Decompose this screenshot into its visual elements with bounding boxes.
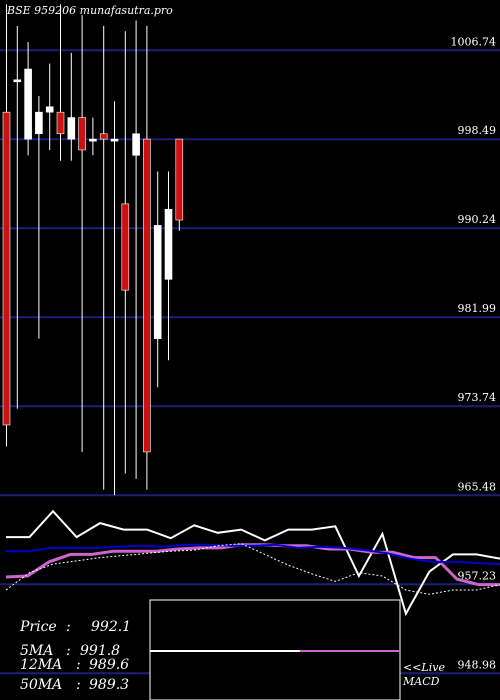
candle-body	[24, 68, 32, 140]
y-tick-label: 998.49	[458, 124, 497, 137]
candle-body	[45, 106, 54, 113]
candle-body	[132, 133, 140, 156]
ma-short-line	[6, 543, 500, 566]
macd-label: MACD	[402, 675, 440, 688]
candle-body	[35, 111, 43, 135]
legend-50ma-sep: :	[76, 677, 81, 693]
legend-50ma-value: 989.3	[89, 677, 129, 693]
legend-12ma-label: 12MA	[20, 657, 62, 673]
legend-50ma-label: 50MA	[20, 677, 62, 693]
macd-panel: <<Live MACD	[149, 599, 445, 700]
candle-body	[175, 138, 184, 221]
legend-price-sep: :	[66, 619, 71, 635]
y-tick-label: 948.98	[458, 658, 497, 671]
candle-body	[153, 225, 162, 339]
legend-5ma-sep: :	[66, 643, 71, 659]
legend-5ma-label: 5MA	[20, 643, 53, 659]
legend-price-label: Price	[19, 619, 57, 635]
ma-long-line	[5, 543, 500, 587]
macd-live-label: <<Live	[403, 661, 445, 674]
candle-body	[13, 79, 22, 83]
candle-layer	[2, 4, 184, 496]
candle-body	[110, 138, 119, 142]
legend-12ma-sep: :	[76, 657, 81, 673]
candle-body	[143, 138, 151, 453]
y-tick-label: 965.48	[458, 480, 497, 493]
candle-body	[99, 133, 108, 140]
y-tick-label: 973.74	[458, 391, 497, 404]
y-tick-label: 957.23	[458, 569, 497, 582]
candle-body	[2, 111, 11, 426]
candle-body	[164, 208, 173, 280]
candle-body	[121, 203, 130, 291]
candle-body	[67, 117, 76, 140]
ma-dotted-line	[5, 543, 500, 595]
y-tick-label: 990.24	[458, 213, 497, 226]
candle-body	[56, 111, 65, 135]
legend-12ma-value: 989.6	[89, 657, 129, 673]
indicator-lines-layer	[5, 509, 500, 617]
candle-body	[78, 117, 86, 151]
grid-layer: 1006.74 998.49 990.24 981.99 973.74 965.48 957…	[0, 35, 500, 675]
legend-price-value: 992.1	[91, 619, 131, 635]
y-tick-label: 981.99	[458, 302, 497, 315]
y-tick-label: 1006.74	[451, 35, 497, 48]
candle-body	[89, 138, 97, 142]
legend-panel: Price : 992.1 5MA : 991.8 12MA : 989.6 5…	[19, 619, 131, 693]
legend-5ma-value: 991.8	[80, 643, 120, 659]
chart-title: BSE 959206 munafasutra.pro	[6, 4, 173, 17]
